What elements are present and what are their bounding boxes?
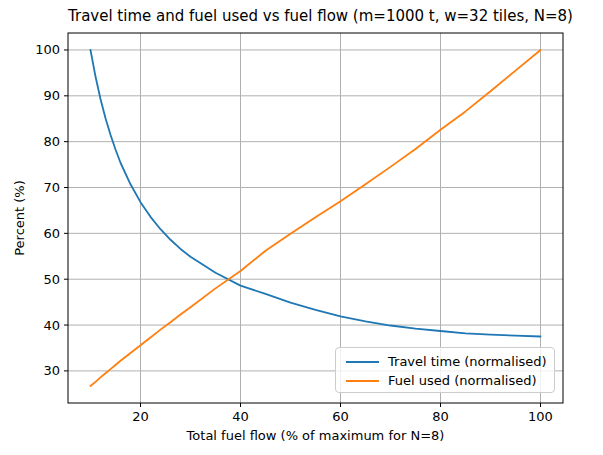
y-tick-label: 90 — [43, 88, 60, 103]
legend-label-travel-time: Travel time (normalised) — [388, 354, 547, 369]
y-tick-label: 100 — [35, 42, 60, 57]
fuel-used-line — [91, 50, 541, 386]
y-tick-label: 60 — [43, 226, 60, 241]
y-tick-label: 30 — [43, 363, 60, 378]
x-tick-label: 20 — [132, 409, 149, 424]
y-axis-label: Percent (%) — [12, 180, 27, 256]
y-tick-label: 50 — [43, 272, 60, 287]
x-tick-label: 60 — [332, 409, 349, 424]
legend-label-fuel-used: Fuel used (normalised) — [388, 373, 536, 388]
chart-figure: Travel time and fuel used vs fuel flow (… — [0, 0, 603, 455]
x-tick-label: 100 — [528, 409, 553, 424]
x-tick-label: 80 — [432, 409, 449, 424]
legend: Travel time (normalised) Fuel used (norm… — [335, 347, 555, 393]
legend-item-fuel-used: Fuel used (normalised) — [346, 371, 554, 390]
y-tick-label: 40 — [43, 318, 60, 333]
travel-time-line — [91, 50, 541, 337]
y-tick-label: 70 — [43, 180, 60, 195]
x-tick-label: 40 — [232, 409, 249, 424]
x-axis-label: Total fuel flow (% of maximum for N=8) — [68, 428, 563, 443]
travel-time-line-swatch — [346, 361, 379, 363]
fuel-used-line-swatch — [346, 380, 379, 382]
legend-item-travel-time: Travel time (normalised) — [346, 352, 554, 371]
y-tick-label: 80 — [43, 134, 60, 149]
